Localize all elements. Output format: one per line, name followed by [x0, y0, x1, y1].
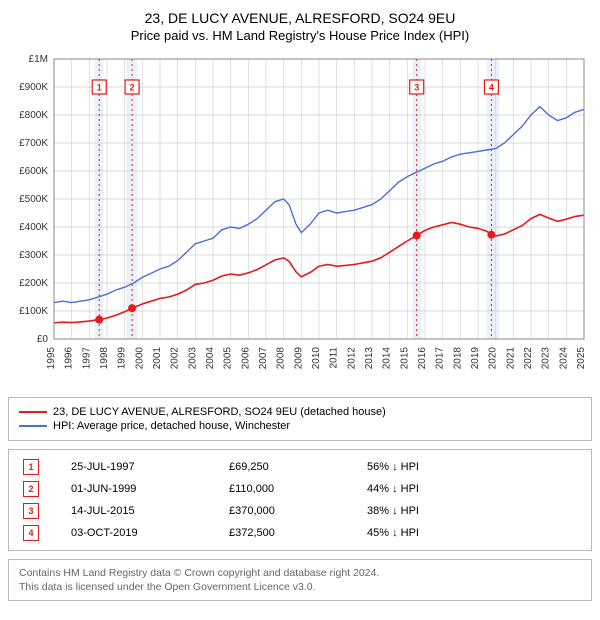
- svg-text:2010: 2010: [311, 347, 322, 370]
- svg-text:£0: £0: [37, 334, 49, 345]
- svg-text:1996: 1996: [64, 347, 75, 370]
- svg-text:2002: 2002: [170, 347, 181, 370]
- svg-text:2012: 2012: [346, 347, 357, 370]
- legend-item: 23, DE LUCY AVENUE, ALRESFORD, SO24 9EU …: [19, 406, 581, 418]
- svg-text:2000: 2000: [134, 347, 145, 370]
- svg-text:2005: 2005: [223, 347, 234, 370]
- page-subtitle: Price paid vs. HM Land Registry's House …: [8, 28, 592, 43]
- svg-text:1: 1: [97, 83, 102, 93]
- svg-text:£300K: £300K: [19, 250, 48, 261]
- svg-text:2001: 2001: [152, 347, 163, 370]
- svg-text:4: 4: [489, 83, 494, 93]
- svg-text:£1M: £1M: [29, 54, 48, 65]
- sale-vs-hpi: 38% ↓ HPI: [363, 500, 581, 522]
- sale-marker: 2: [23, 481, 39, 497]
- sale-marker: 1: [23, 459, 39, 475]
- table-row: 4 03-OCT-2019£372,50045% ↓ HPI: [19, 522, 581, 544]
- svg-text:2021: 2021: [505, 347, 516, 370]
- svg-text:£700K: £700K: [19, 138, 48, 149]
- legend-label: HPI: Average price, detached house, Winc…: [53, 420, 290, 432]
- svg-text:2: 2: [130, 83, 135, 93]
- legend-label: 23, DE LUCY AVENUE, ALRESFORD, SO24 9EU …: [53, 406, 386, 418]
- svg-text:£400K: £400K: [19, 222, 48, 233]
- svg-text:£100K: £100K: [19, 306, 48, 317]
- svg-text:2007: 2007: [258, 347, 269, 370]
- svg-text:2022: 2022: [523, 347, 534, 370]
- sale-vs-hpi: 56% ↓ HPI: [363, 456, 581, 478]
- svg-text:2013: 2013: [364, 347, 375, 370]
- svg-text:2006: 2006: [240, 347, 251, 370]
- sale-date: 14-JUL-2015: [67, 500, 225, 522]
- svg-text:2015: 2015: [399, 347, 410, 370]
- attribution-line2: This data is licensed under the Open Gov…: [19, 580, 581, 594]
- svg-text:£600K: £600K: [19, 166, 48, 177]
- sale-price: £69,250: [225, 456, 363, 478]
- sale-price: £372,500: [225, 522, 363, 544]
- svg-text:£800K: £800K: [19, 110, 48, 121]
- svg-text:2009: 2009: [293, 347, 304, 370]
- svg-text:1998: 1998: [99, 347, 110, 370]
- legend-swatch: [19, 411, 47, 413]
- sale-date: 03-OCT-2019: [67, 522, 225, 544]
- table-row: 1 25-JUL-1997£69,25056% ↓ HPI: [19, 456, 581, 478]
- svg-text:2020: 2020: [488, 347, 499, 370]
- sale-vs-hpi: 45% ↓ HPI: [363, 522, 581, 544]
- chart-svg: £0 £100K £200K £300K £400K £500K £600K £700K £80…: [8, 49, 592, 389]
- sale-marker: 4: [23, 525, 39, 541]
- sales-table: 1 25-JUL-1997£69,25056% ↓ HPI 2 01-JUN-1999…: [8, 449, 592, 551]
- svg-text:1999: 1999: [117, 347, 128, 370]
- svg-text:3: 3: [414, 83, 419, 93]
- svg-text:1997: 1997: [81, 347, 92, 370]
- svg-text:2003: 2003: [187, 347, 198, 370]
- sale-date: 01-JUN-1999: [67, 478, 225, 500]
- sale-price: £110,000: [225, 478, 363, 500]
- sale-vs-hpi: 44% ↓ HPI: [363, 478, 581, 500]
- price-chart: £0 £100K £200K £300K £400K £500K £600K £700K £80…: [8, 49, 592, 389]
- svg-text:£500K: £500K: [19, 194, 48, 205]
- svg-text:2004: 2004: [205, 347, 216, 370]
- attribution-line1: Contains HM Land Registry data © Crown c…: [19, 566, 581, 580]
- sale-marker: 3: [23, 503, 39, 519]
- svg-text:1995: 1995: [46, 347, 57, 370]
- svg-text:2017: 2017: [435, 347, 446, 370]
- legend: 23, DE LUCY AVENUE, ALRESFORD, SO24 9EU …: [8, 397, 592, 441]
- table-row: 3 14-JUL-2015£370,00038% ↓ HPI: [19, 500, 581, 522]
- sale-price: £370,000: [225, 500, 363, 522]
- table-row: 2 01-JUN-1999£110,00044% ↓ HPI: [19, 478, 581, 500]
- svg-text:2016: 2016: [417, 347, 428, 370]
- attribution: Contains HM Land Registry data © Crown c…: [8, 559, 592, 601]
- svg-text:2023: 2023: [541, 347, 552, 370]
- svg-text:2014: 2014: [382, 347, 393, 370]
- svg-text:£900K: £900K: [19, 82, 48, 93]
- svg-text:2011: 2011: [329, 347, 340, 369]
- svg-text:2025: 2025: [576, 347, 587, 370]
- page-title: 23, DE LUCY AVENUE, ALRESFORD, SO24 9EU: [8, 10, 592, 26]
- svg-text:2008: 2008: [276, 347, 287, 370]
- svg-text:2024: 2024: [558, 347, 569, 370]
- svg-text:2019: 2019: [470, 347, 481, 370]
- legend-item: HPI: Average price, detached house, Winc…: [19, 420, 581, 432]
- svg-text:£200K: £200K: [19, 278, 48, 289]
- legend-swatch: [19, 425, 47, 427]
- svg-text:2018: 2018: [452, 347, 463, 370]
- sale-date: 25-JUL-1997: [67, 456, 225, 478]
